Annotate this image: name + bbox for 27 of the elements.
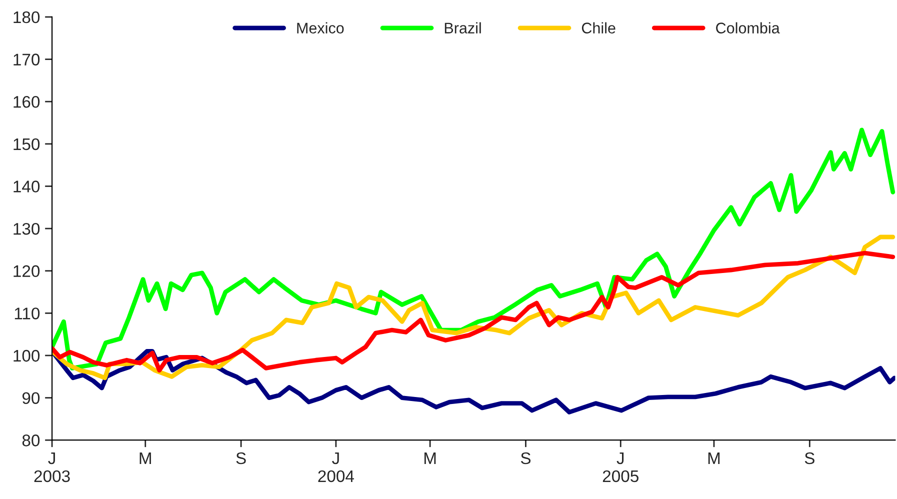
x-tick-label: S bbox=[520, 452, 531, 464]
x-tick-label: J 2004 bbox=[318, 452, 354, 482]
line-series bbox=[52, 128, 896, 370]
x-tick-label: M bbox=[708, 452, 720, 464]
y-tick-label: 130 bbox=[14, 222, 40, 235]
x-tick-label: J 2003 bbox=[34, 452, 70, 482]
legend-label: Mexico bbox=[297, 22, 344, 34]
x-tick-label: S bbox=[804, 452, 814, 464]
y-tick-label: 100 bbox=[14, 350, 40, 362]
legend-label: Colombia bbox=[716, 22, 780, 34]
y-tick-label: 80 bbox=[22, 434, 40, 446]
x-tick-label: M bbox=[424, 452, 436, 464]
y-tick-label: 90 bbox=[22, 392, 40, 404]
y-tick-label: 160 bbox=[14, 96, 40, 108]
y-tick-label: 170 bbox=[14, 54, 40, 66]
y-tick-label: 110 bbox=[14, 308, 40, 320]
legend-label: Brazil bbox=[444, 22, 481, 34]
y-tick-label: 180 bbox=[14, 11, 40, 24]
y-tick-label: 140 bbox=[14, 180, 40, 192]
line-series bbox=[52, 349, 896, 414]
y-tick-label: 150 bbox=[14, 138, 40, 150]
legend-label: Chile bbox=[582, 22, 616, 34]
x-tick-label: S bbox=[236, 452, 246, 464]
line-series bbox=[52, 250, 896, 373]
x-tick-label: J 2005 bbox=[602, 452, 638, 482]
y-tick-label: 120 bbox=[14, 265, 40, 278]
x-tick-label: M bbox=[140, 452, 151, 464]
